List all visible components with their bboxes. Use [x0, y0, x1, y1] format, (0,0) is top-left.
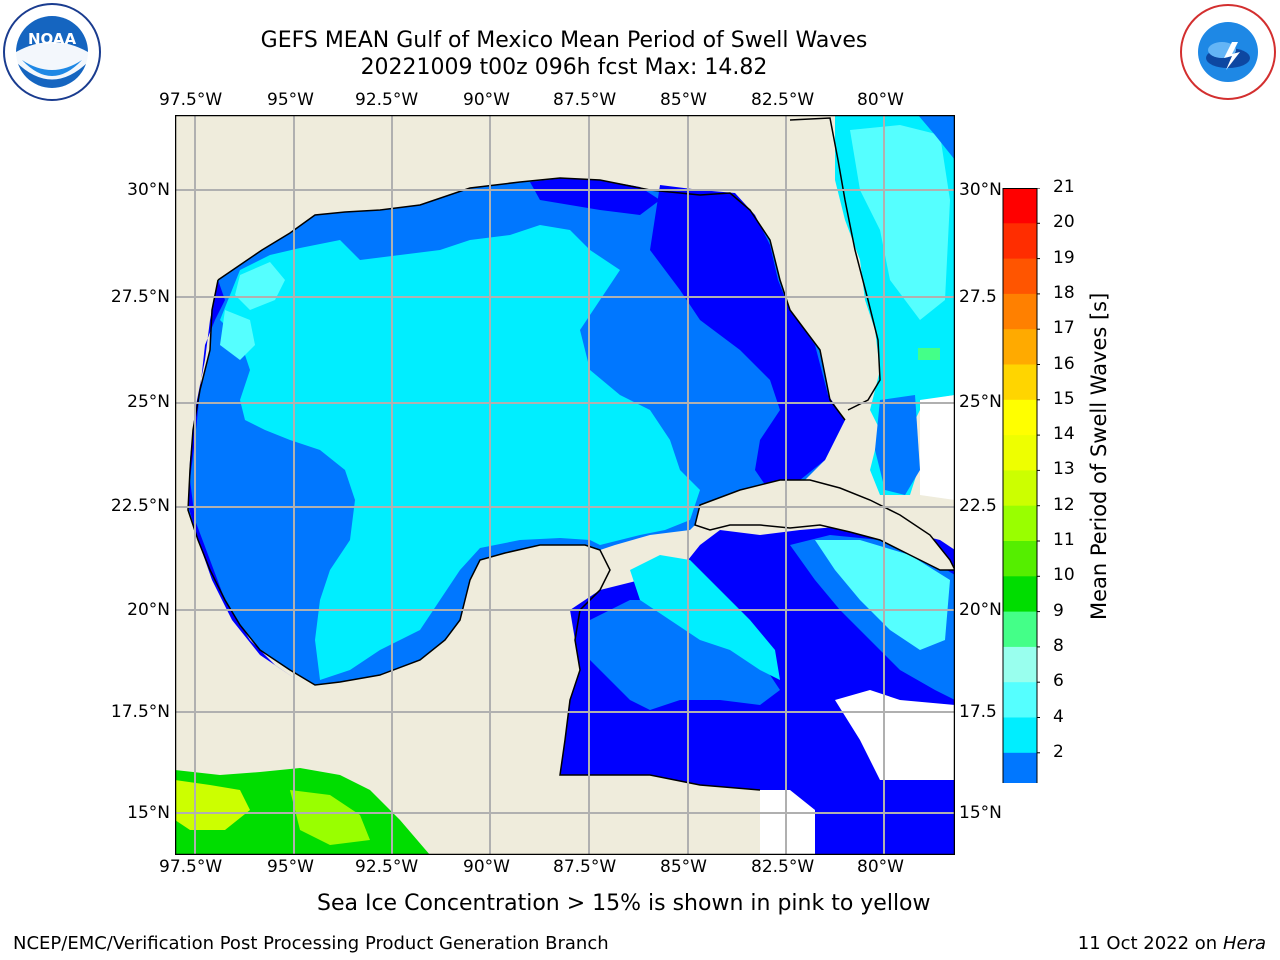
lon-label-top: 80°W	[857, 90, 904, 110]
colorbar-tick-label: 2	[1053, 741, 1064, 762]
lon-label-top: 97.5°W	[159, 90, 223, 110]
cuba	[694, 479, 955, 571]
atlantic-green-patch	[918, 348, 940, 360]
map-panel	[174, 114, 956, 856]
colorbar-tick-label: 4	[1053, 706, 1064, 727]
colorbar-tick-label: 15	[1053, 388, 1075, 409]
caribbean-mid	[590, 600, 780, 710]
footer-date: 11 Oct 2022 on Hera	[1078, 933, 1266, 954]
colorbar-band	[1003, 682, 1037, 718]
caribbean-cyan	[630, 555, 780, 680]
colorbar-tick-label: 21	[1053, 177, 1075, 197]
lon-label-bottom: 85°W	[660, 857, 707, 877]
atlantic-light	[850, 125, 950, 320]
colorbar-label: Mean Period of Swell Waves [s]	[1087, 292, 1111, 620]
colorbar-tick-label: 6	[1053, 671, 1064, 692]
lat-label-left: 25°N	[127, 392, 170, 412]
lon-label-top: 82.5°W	[751, 90, 815, 110]
lat-label-left: 22.5°N	[110, 496, 170, 516]
colorbar-band	[1003, 717, 1037, 754]
north-gulf-deep	[530, 178, 660, 215]
lon-label-bottom: 95°W	[267, 857, 314, 877]
lat-label-right: 20°N	[959, 600, 1002, 620]
lat-label-right: 15°N	[959, 803, 1002, 823]
colorbar-tick-label: 10	[1053, 565, 1075, 586]
colorbar-band	[1003, 435, 1037, 471]
colorbar-tick-label: 19	[1053, 247, 1075, 268]
colorbar-band	[1003, 752, 1037, 789]
lon-label-top: 90°W	[463, 90, 510, 110]
lon-label-bottom: 92.5°W	[355, 857, 419, 877]
lon-label-top: 85°W	[660, 90, 707, 110]
atlantic-deep	[918, 115, 955, 160]
lon-label-bottom: 82.5°W	[751, 857, 815, 877]
colorbar-band	[1003, 188, 1037, 224]
lat-label-right: 30°N	[959, 180, 1002, 200]
nodata	[760, 790, 815, 855]
colorbar-tick-label: 9	[1053, 600, 1064, 621]
colorbar-band	[1003, 329, 1037, 365]
footer-host: Hera	[1222, 933, 1266, 954]
lat-label-left: 27.5°N	[110, 287, 170, 307]
lon-label-top: 95°W	[267, 90, 314, 110]
colorbar-band	[1003, 364, 1037, 401]
lat-label-left: 30°N	[127, 180, 170, 200]
lat-label-right: 17.5	[959, 702, 997, 722]
sea-ice-note: Sea Ice Concentration > 15% is shown in …	[317, 891, 931, 916]
colorbar-band	[1003, 541, 1037, 577]
lon-label-bottom: 97.5°W	[159, 857, 223, 877]
colorbar-band	[1003, 293, 1037, 330]
nodata	[920, 395, 955, 500]
coastline-florida	[789, 117, 881, 411]
colorbar-tick-label: 17	[1053, 318, 1075, 339]
chart-subtitle: 20221009 t00z 096h fcst Max: 14.82	[360, 55, 768, 80]
lon-label-top: 92.5°W	[355, 90, 419, 110]
map-svg	[174, 114, 956, 856]
pacific-yellow	[175, 780, 250, 830]
colorbar-tick-label: 8	[1053, 635, 1064, 656]
pacific-light	[290, 790, 370, 845]
colorbar-band	[1003, 470, 1037, 507]
graticule	[175, 115, 955, 855]
colorbar-band	[1003, 258, 1037, 295]
colorbar-tick-label: 20	[1053, 212, 1075, 233]
map-frame	[174, 114, 956, 856]
gulf-cyan-center	[220, 225, 700, 680]
lon-label-bottom: 90°W	[463, 857, 510, 877]
colorbar-band	[1003, 646, 1037, 683]
lat-label-left: 17.5°N	[110, 702, 170, 722]
colorbar-band	[1003, 399, 1037, 436]
svg-text:NOAA: NOAA	[28, 30, 77, 48]
lat-label-right: 22.5	[959, 496, 997, 516]
colorbar-tick-label: 14	[1053, 424, 1075, 445]
colorbar-frame	[1002, 188, 1038, 789]
colorbar	[1000, 187, 1040, 820]
lat-label-right: 27.5	[959, 287, 997, 307]
lat-label-left: 15°N	[127, 803, 170, 823]
colorbar-tick-label: 13	[1053, 459, 1075, 480]
atlantic-deep	[875, 395, 920, 495]
lon-label-top: 87.5°W	[553, 90, 617, 110]
chart-title: GEFS MEAN Gulf of Mexico Mean Period of …	[260, 28, 868, 53]
nws-logo-icon	[1178, 2, 1278, 102]
colorbar-band	[1003, 576, 1037, 613]
colorbar-tick-label: 16	[1053, 353, 1075, 374]
colorbar-band	[1003, 223, 1037, 260]
colorbar-band	[1003, 611, 1037, 648]
lat-label-right: 25°N	[959, 392, 1002, 412]
colorbar-band	[1003, 505, 1037, 542]
colorbar-tick-label: 11	[1053, 530, 1075, 550]
colorbar-tick-label: 18	[1053, 282, 1075, 303]
lon-label-bottom: 87.5°W	[553, 857, 617, 877]
footer-date-text: 11 Oct 2022 on	[1077, 933, 1223, 954]
gulf-light-patch	[220, 310, 255, 360]
noaa-logo-icon: NOAA	[2, 2, 102, 102]
lat-label-left: 20°N	[127, 600, 170, 620]
colorbar-tick-label: 12	[1053, 494, 1075, 515]
east-caribbean-cyan	[815, 540, 950, 650]
lon-label-bottom: 80°W	[857, 857, 904, 877]
footer-credit: NCEP/EMC/Verification Post Processing Pr…	[13, 933, 609, 954]
east-gulf-deep	[650, 185, 845, 492]
